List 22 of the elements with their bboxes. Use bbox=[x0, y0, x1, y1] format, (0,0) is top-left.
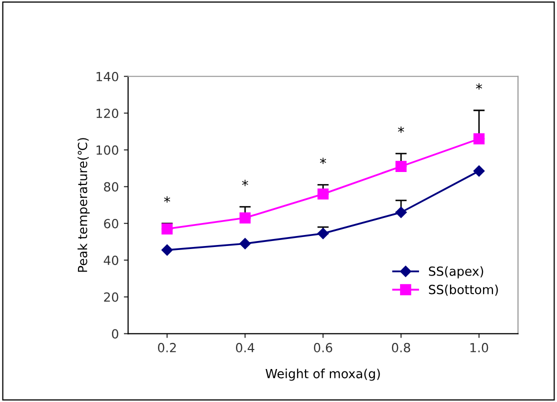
y-tick-label: 80 bbox=[104, 182, 118, 192]
y-tick-label: 40 bbox=[104, 256, 118, 266]
x-tick-label: 1.0 bbox=[470, 342, 488, 352]
y-tick-label: 0 bbox=[112, 329, 118, 339]
annotation: * bbox=[320, 158, 326, 164]
legend-label: SS(apex) bbox=[428, 266, 484, 278]
x-tick-label: 0.6 bbox=[314, 342, 332, 352]
annotation: * bbox=[164, 196, 170, 203]
y-tick-label: 140 bbox=[96, 72, 118, 82]
y-axis-title: Peak temperature(℃) bbox=[78, 138, 90, 272]
x-tick-label: 0.2 bbox=[158, 342, 176, 352]
x-tick-label: 0.8 bbox=[392, 342, 410, 352]
y-tick-label: 20 bbox=[104, 292, 118, 302]
annotation: * bbox=[476, 83, 482, 90]
legend-label: SS(bottom) bbox=[428, 284, 498, 296]
x-axis-title: Weight of moxa(g) bbox=[266, 368, 380, 381]
y-tick-label: 60 bbox=[104, 218, 118, 228]
y-tick-label: 100 bbox=[96, 145, 118, 155]
annotation: * bbox=[242, 180, 248, 186]
annotation: * bbox=[398, 126, 404, 133]
y-tick-label: 120 bbox=[96, 108, 118, 118]
x-tick-label: 0.4 bbox=[236, 342, 254, 352]
